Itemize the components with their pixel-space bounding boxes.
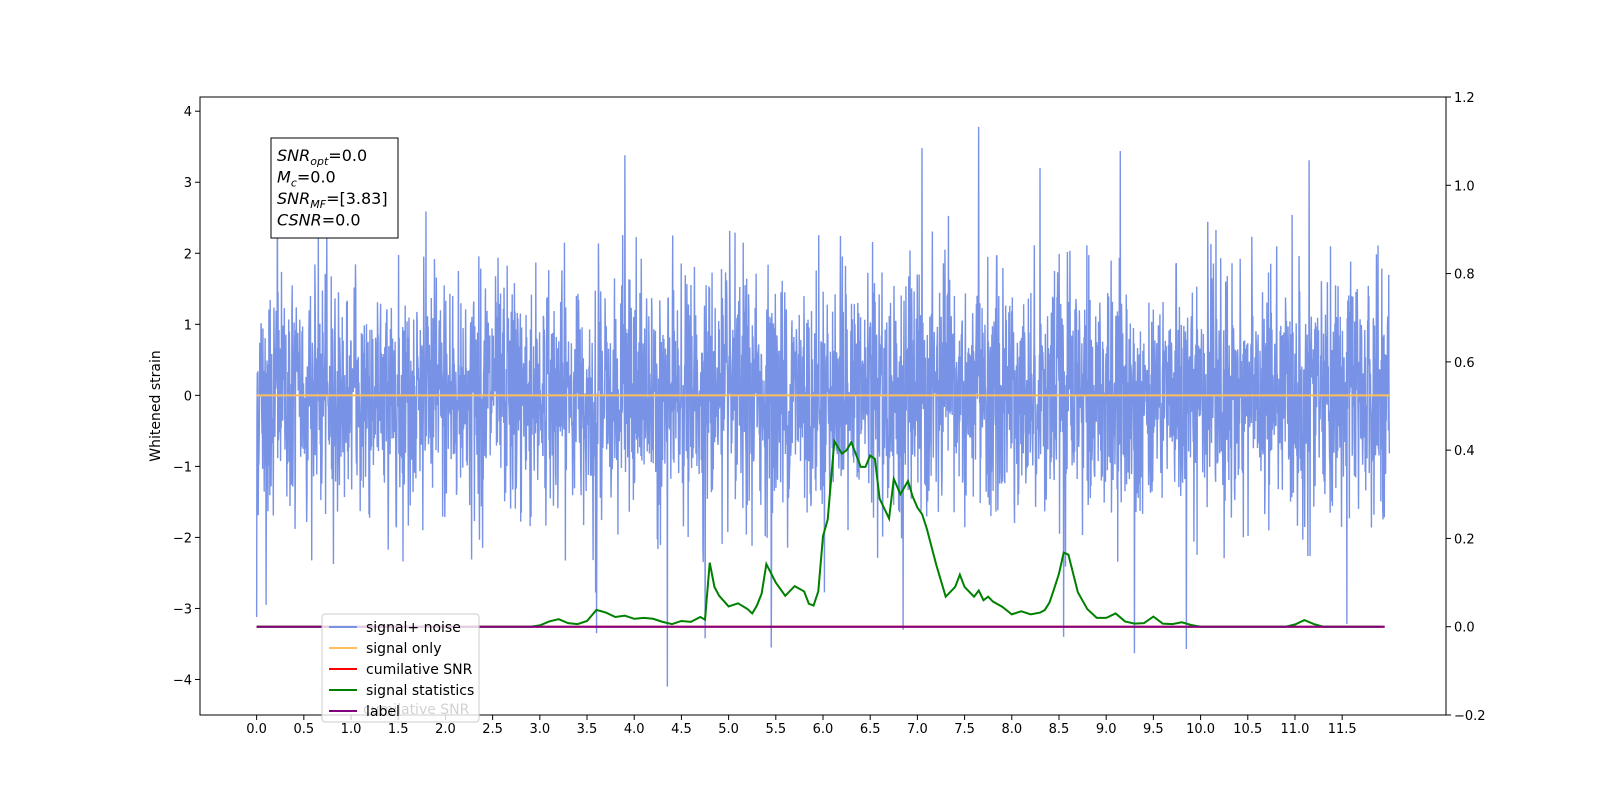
x-tick-label: 7.0 (907, 722, 928, 737)
y2-tick-label: 0.0 (1454, 621, 1475, 636)
annotation-symbol: M (277, 168, 291, 187)
x-tick-label: 1.5 (388, 722, 409, 737)
x-tick-label: 10.0 (1186, 722, 1215, 737)
x-tick-label: 2.5 (482, 722, 503, 737)
y-tick-label: 2 (184, 247, 192, 262)
annotation-symbol: SNR (277, 189, 310, 208)
y-tick-label: −2 (173, 531, 192, 546)
x-tick-label: 6.0 (813, 722, 834, 737)
y-axis-right: 1.2 1.0 0.8 0.6 0.4 0.2 0.0 −0.2 (1446, 91, 1486, 724)
x-tick-label: 0.5 (293, 722, 314, 737)
x-tick-label: 5.0 (718, 722, 739, 737)
annotation-value: =0.0 (322, 211, 361, 230)
x-axis: 0.0 0.5 1.0 1.5 2.0 2.5 3.0 3.5 4.0 4.5 5.0 5.5 6.0 6… (246, 715, 1357, 737)
annotation-line: SNRopt=0.0 (277, 146, 367, 168)
annotation-line: CSNR=0.0 (277, 211, 361, 230)
legend-label: signal+ noise (366, 620, 461, 636)
annotation-subscript: c (291, 177, 297, 190)
legend-label: cumilative SNR (366, 662, 473, 678)
legend-label: signal statistics (366, 683, 474, 699)
y-tick-label: −3 (173, 602, 192, 617)
x-tick-label: 8.5 (1049, 722, 1070, 737)
x-tick-label: 0.0 (246, 722, 267, 737)
y-tick-label: 3 (184, 176, 192, 191)
x-tick-label: 11.0 (1280, 722, 1309, 737)
annotation-value: =[3.83] (326, 189, 388, 208)
y-tick-label: 0 (184, 389, 192, 404)
y-tick-label: −4 (173, 673, 192, 688)
y2-tick-label: 1.2 (1454, 91, 1475, 106)
x-tick-label: 9.0 (1096, 722, 1117, 737)
y2-tick-label: −0.2 (1454, 709, 1486, 724)
annotation-symbol: SNR (277, 146, 310, 165)
y2-tick-label: 0.8 (1454, 268, 1475, 283)
annotation-value: =0.0 (297, 168, 336, 187)
annotation-subscript: MF (310, 198, 326, 211)
x-tick-label: 8.0 (1001, 722, 1022, 737)
legend-label: label (366, 704, 400, 720)
x-tick-label: 11.5 (1328, 722, 1357, 737)
x-tick-label: 6.5 (860, 722, 881, 737)
series-signal-noise-line (255, 126, 1391, 687)
x-tick-label: 7.5 (954, 722, 975, 737)
legend: cumilative SNR signal+ noise signal only c… (321, 613, 480, 723)
annotation-line: SNRMF=[3.83] (277, 189, 388, 211)
y-axis-label: Whitened strain (148, 350, 164, 461)
x-tick-label: 3.0 (529, 722, 550, 737)
x-tick-label: 1.0 (341, 722, 362, 737)
annotation-subscript: opt (310, 155, 329, 168)
x-tick-label: 2.0 (435, 722, 456, 737)
x-tick-label: 9.5 (1143, 722, 1164, 737)
y2-tick-label: 0.6 (1454, 356, 1475, 371)
x-tick-label: 4.5 (671, 722, 692, 737)
annotation-symbol: CSNR (277, 211, 322, 230)
annotation-value: =0.0 (328, 146, 367, 165)
legend-hidden-text: cumilative SNR (363, 702, 470, 718)
series-line-3 (256, 438, 1380, 628)
y-tick-label: 4 (184, 105, 192, 120)
x-tick-label: 4.0 (624, 722, 645, 737)
y2-tick-label: 0.2 (1454, 532, 1475, 547)
x-tick-label: 10.5 (1233, 722, 1262, 737)
y2-tick-label: 0.4 (1454, 444, 1475, 459)
legend-frame (321, 613, 480, 723)
y-axis-left: 4 3 2 1 0 −1 −2 −3 −4 (173, 105, 200, 688)
y2-tick-label: 1.0 (1454, 179, 1475, 194)
annotation-frame (270, 137, 399, 239)
annotation-line: Mc=0.0 (277, 168, 336, 190)
y-tick-label: −1 (173, 460, 192, 475)
x-tick-label: 3.5 (577, 722, 598, 737)
legend-label: signal only (366, 641, 441, 657)
y-tick-label: 1 (184, 318, 192, 333)
x-tick-label: 5.5 (765, 722, 786, 737)
